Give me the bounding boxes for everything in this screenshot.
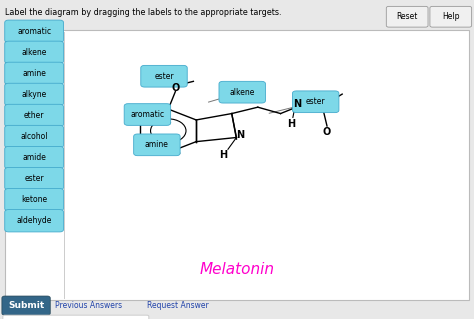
Text: ketone: ketone: [21, 195, 47, 204]
Text: alkene: alkene: [229, 88, 255, 97]
Text: aromatic: aromatic: [17, 27, 51, 36]
FancyBboxPatch shape: [292, 91, 339, 113]
Text: O: O: [323, 127, 331, 137]
FancyBboxPatch shape: [134, 134, 180, 156]
Text: N: N: [293, 99, 301, 109]
Text: ester: ester: [154, 72, 174, 81]
Text: ester: ester: [24, 174, 44, 183]
Text: Submit: Submit: [8, 301, 44, 310]
Text: ether: ether: [24, 111, 45, 120]
FancyBboxPatch shape: [5, 41, 64, 63]
FancyBboxPatch shape: [5, 20, 64, 42]
Text: H: H: [219, 150, 227, 160]
FancyBboxPatch shape: [124, 104, 171, 125]
FancyBboxPatch shape: [5, 83, 64, 106]
FancyBboxPatch shape: [141, 65, 187, 87]
Text: alkyne: alkyne: [21, 90, 47, 99]
FancyBboxPatch shape: [3, 315, 149, 319]
Text: H: H: [287, 119, 295, 130]
Text: O: O: [171, 83, 180, 93]
FancyBboxPatch shape: [2, 296, 50, 315]
Text: Request Answer: Request Answer: [147, 301, 209, 310]
Text: amine: amine: [145, 140, 169, 149]
FancyBboxPatch shape: [5, 30, 469, 300]
Text: aromatic: aromatic: [130, 110, 164, 119]
Text: Reset: Reset: [396, 12, 418, 21]
FancyBboxPatch shape: [5, 62, 64, 85]
FancyBboxPatch shape: [5, 189, 64, 211]
FancyBboxPatch shape: [5, 167, 64, 190]
FancyBboxPatch shape: [386, 6, 428, 27]
Text: Label the diagram by dragging the labels to the appropriate targets.: Label the diagram by dragging the labels…: [5, 8, 281, 17]
Text: ester: ester: [306, 97, 326, 106]
Text: Melatonin: Melatonin: [200, 262, 274, 277]
FancyBboxPatch shape: [430, 6, 472, 27]
FancyBboxPatch shape: [5, 125, 64, 148]
Text: Help: Help: [442, 12, 459, 21]
Text: amine: amine: [22, 69, 46, 78]
Text: Previous Answers: Previous Answers: [55, 301, 122, 310]
FancyBboxPatch shape: [5, 210, 64, 232]
FancyBboxPatch shape: [219, 81, 265, 103]
Text: aldehyde: aldehyde: [17, 216, 52, 225]
FancyBboxPatch shape: [5, 104, 64, 127]
Text: amide: amide: [22, 153, 46, 162]
Text: alkene: alkene: [21, 48, 47, 57]
Text: alcohol: alcohol: [20, 132, 48, 141]
FancyBboxPatch shape: [5, 146, 64, 169]
Text: N: N: [236, 130, 244, 140]
